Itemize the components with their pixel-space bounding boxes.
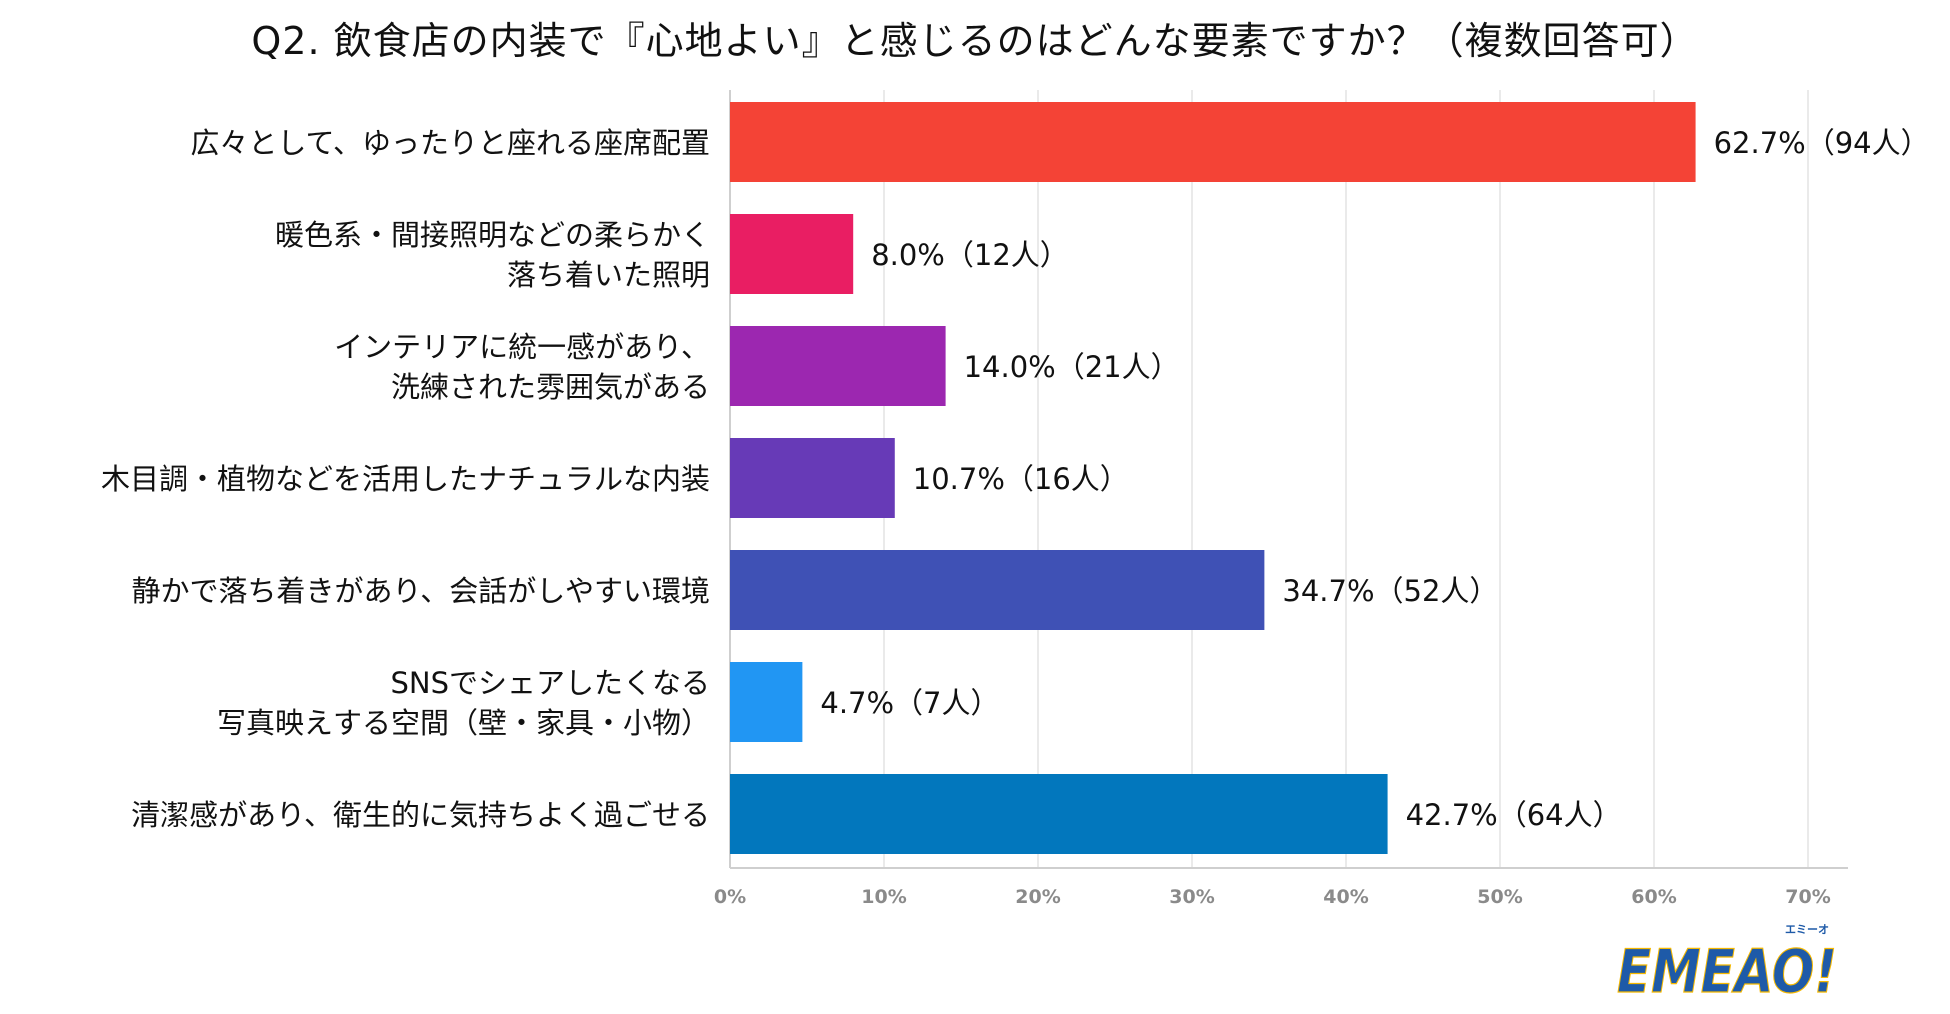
bar	[730, 774, 1388, 854]
x-tick-label: 40%	[1323, 886, 1368, 908]
x-tick-label: 20%	[1015, 886, 1060, 908]
data-label: 4.7%（7人）	[820, 686, 999, 720]
data-label: 10.7%（16人）	[913, 462, 1129, 496]
x-tick-label: 30%	[1169, 886, 1214, 908]
x-tick-label: 50%	[1477, 886, 1522, 908]
logo-text: EMEAO!	[1617, 937, 1837, 1000]
category-label: 暖色系・間接照明などの柔らかく	[275, 218, 710, 252]
logo-ruby: エミーオ	[1785, 923, 1829, 936]
x-tick-label: 60%	[1631, 886, 1676, 908]
category-label: インテリアに統一感があり、	[334, 330, 710, 364]
category-label: 清潔感があり、衛生的に気持ちよく過ごせる	[131, 798, 710, 832]
data-label: 62.7%（94人）	[1714, 126, 1930, 160]
category-label: SNSでシェアしたくなる	[390, 666, 710, 700]
bar	[730, 214, 854, 294]
category-label: 洗練された雰囲気がある	[391, 370, 710, 404]
bar	[730, 662, 803, 742]
chart-title: Q2. 飲食店の内装で『心地よい』と感じるのはどんな要素ですか？（複数回答可）	[251, 19, 1699, 63]
bar	[730, 326, 946, 406]
emeao-logo: エミーオ EMEAO!	[1616, 923, 1837, 1000]
category-label: 広々として、ゆったりと座れる座席配置	[190, 126, 710, 160]
category-label: 木目調・植物などを活用したナチュラルな内装	[101, 462, 710, 496]
data-label: 42.7%（64人）	[1406, 798, 1622, 832]
data-label: 8.0%（12人）	[871, 238, 1069, 272]
x-tick-label: 70%	[1785, 886, 1830, 908]
bar	[730, 102, 1696, 182]
category-label: 落ち着いた照明	[507, 258, 710, 292]
x-tick-label: 10%	[861, 886, 906, 908]
x-tick-label: 0%	[714, 886, 746, 908]
bar	[730, 550, 1265, 630]
category-label: 静かで落ち着きがあり、会話がしやすい環境	[131, 574, 710, 608]
category-label: 写真映えする空間（壁・家具・小物）	[217, 706, 710, 740]
bar	[730, 438, 895, 518]
data-label: 34.7%（52人）	[1282, 574, 1498, 608]
data-label: 14.0%（21人）	[964, 350, 1180, 384]
